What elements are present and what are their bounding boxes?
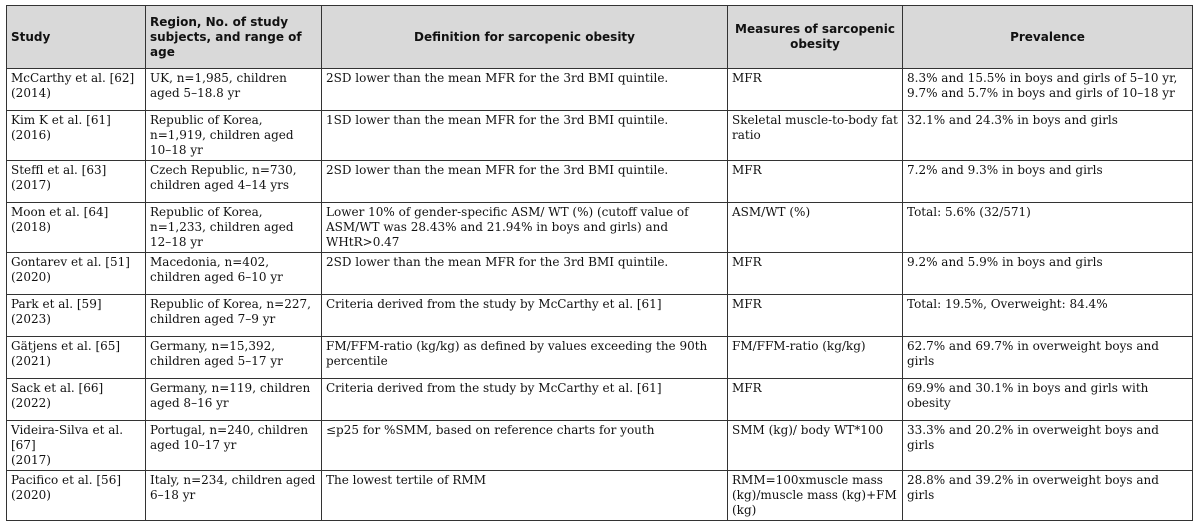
cell-region: UK, n=1,985, children aged 5–18.8 yr bbox=[145, 68, 322, 111]
cell-definition: Lower 10% of gender-specific ASM/ WT (%)… bbox=[321, 202, 728, 253]
cell-measures: RMM=100xmuscle mass (kg)/muscle mass (kg… bbox=[727, 470, 903, 521]
cell-measures: MFR bbox=[727, 378, 903, 421]
cell-region: Republic of Korea, n=1,233, children age… bbox=[145, 202, 322, 253]
table-row: Sack et al. [66] (2022) Germany, n=119, … bbox=[6, 378, 1193, 421]
cell-prevalence: 9.2% and 5.9% in boys and girls bbox=[902, 252, 1193, 295]
header-region: Region, No. of study subjects, and range… bbox=[145, 5, 322, 69]
table-row: Moon et al. [64] (2018) Republic of Kore… bbox=[6, 202, 1193, 253]
table-row: Kim K et al. [61] (2016) Republic of Kor… bbox=[6, 110, 1193, 161]
cell-prevalence: 33.3% and 20.2% in overweight boys and g… bbox=[902, 420, 1193, 471]
cell-prevalence: 32.1% and 24.3% in boys and girls bbox=[902, 110, 1193, 161]
cell-prevalence: Total: 5.6% (32/571) bbox=[902, 202, 1193, 253]
header-prevalence: Prevalence bbox=[902, 5, 1193, 69]
header-measures: Measures of sarcopenic obesity bbox=[727, 5, 903, 69]
table-row: Gätjens et al. [65] (2021) Germany, n=15… bbox=[6, 336, 1193, 379]
table-row: Gontarev et al. [51] (2020) Macedonia, n… bbox=[6, 252, 1193, 295]
cell-region: Germany, n=15,392, children aged 5–17 yr bbox=[145, 336, 322, 379]
cell-study: Gätjens et al. [65] (2021) bbox=[6, 336, 146, 379]
cell-measures: SMM (kg)/ body WT*100 bbox=[727, 420, 903, 471]
cell-definition: Criteria derived from the study by McCar… bbox=[321, 294, 728, 337]
cell-region: Portugal, n=240, children aged 10–17 yr bbox=[145, 420, 322, 471]
cell-study: Kim K et al. [61] (2016) bbox=[6, 110, 146, 161]
cell-definition: ≤p25 for %SMM, based on reference charts… bbox=[321, 420, 728, 471]
table-row: Videira-Silva et al. [67] (2017) Portuga… bbox=[6, 420, 1193, 471]
cell-definition: 2SD lower than the mean MFR for the 3rd … bbox=[321, 68, 728, 111]
cell-definition: FM/FFM-ratio (kg/kg) as defined by value… bbox=[321, 336, 728, 379]
cell-definition: 1SD lower than the mean MFR for the 3rd … bbox=[321, 110, 728, 161]
cell-prevalence: 8.3% and 15.5% in boys and girls of 5–10… bbox=[902, 68, 1193, 111]
cell-study: Pacifico et al. [56] (2020) bbox=[6, 470, 146, 521]
cell-prevalence: 28.8% and 39.2% in overweight boys and g… bbox=[902, 470, 1193, 521]
header-study: Study bbox=[6, 5, 146, 69]
cell-prevalence: 69.9% and 30.1% in boys and girls with o… bbox=[902, 378, 1193, 421]
cell-region: Macedonia, n=402, children aged 6–10 yr bbox=[145, 252, 322, 295]
cell-measures: Skeletal muscle-to-body fat ratio bbox=[727, 110, 903, 161]
header-definition: Definition for sarcopenic obesity bbox=[321, 5, 728, 69]
table-row: McCarthy et al. [62] (2014) UK, n=1,985,… bbox=[6, 68, 1193, 111]
cell-study: Gontarev et al. [51] (2020) bbox=[6, 252, 146, 295]
table-row: Pacifico et al. [56] (2020) Italy, n=234… bbox=[6, 470, 1193, 521]
cell-definition: The lowest tertile of RMM bbox=[321, 470, 728, 521]
cell-study: Park et al. [59] (2023) bbox=[6, 294, 146, 337]
cell-prevalence: Total: 19.5%, Overweight: 84.4% bbox=[902, 294, 1193, 337]
sarcopenic-obesity-table: Study Region, No. of study subjects, and… bbox=[6, 5, 1193, 521]
cell-definition: 2SD lower than the mean MFR for the 3rd … bbox=[321, 160, 728, 203]
cell-study: Videira-Silva et al. [67] (2017) bbox=[6, 420, 146, 471]
cell-study: McCarthy et al. [62] (2014) bbox=[6, 68, 146, 111]
cell-study: Steffl et al. [63] (2017) bbox=[6, 160, 146, 203]
cell-definition: 2SD lower than the mean MFR for the 3rd … bbox=[321, 252, 728, 295]
table-row: Steffl et al. [63] (2017) Czech Republic… bbox=[6, 160, 1193, 203]
cell-measures: MFR bbox=[727, 294, 903, 337]
cell-measures: MFR bbox=[727, 252, 903, 295]
cell-measures: ASM/WT (%) bbox=[727, 202, 903, 253]
cell-definition: Criteria derived from the study by McCar… bbox=[321, 378, 728, 421]
cell-measures: MFR bbox=[727, 68, 903, 111]
cell-region: Czech Republic, n=730, children aged 4–1… bbox=[145, 160, 322, 203]
cell-measures: FM/FFM-ratio (kg/kg) bbox=[727, 336, 903, 379]
cell-region: Republic of Korea, n=1,919, children age… bbox=[145, 110, 322, 161]
cell-region: Germany, n=119, children aged 8–16 yr bbox=[145, 378, 322, 421]
cell-prevalence: 62.7% and 69.7% in overweight boys and g… bbox=[902, 336, 1193, 379]
table-row: Park et al. [59] (2023) Republic of Kore… bbox=[6, 294, 1193, 337]
cell-region: Republic of Korea, n=227, children aged … bbox=[145, 294, 322, 337]
header-row: Study Region, No. of study subjects, and… bbox=[6, 5, 1193, 69]
cell-prevalence: 7.2% and 9.3% in boys and girls bbox=[902, 160, 1193, 203]
cell-measures: MFR bbox=[727, 160, 903, 203]
cell-study: Sack et al. [66] (2022) bbox=[6, 378, 146, 421]
cell-study: Moon et al. [64] (2018) bbox=[6, 202, 146, 253]
cell-region: Italy, n=234, children aged 6–18 yr bbox=[145, 470, 322, 521]
